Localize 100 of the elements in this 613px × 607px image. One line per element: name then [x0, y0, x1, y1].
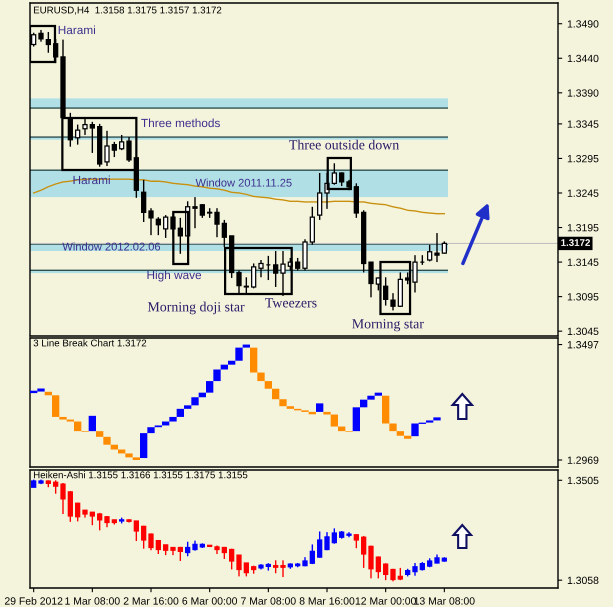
y-tick-label: 1.2969 [568, 456, 598, 464]
x-tick-label: 29 Feb 2012 [4, 597, 62, 605]
bar [184, 405, 192, 409]
candlestick [60, 482, 66, 515]
candlestick [339, 172, 344, 187]
y-tick-label: 1.3295 [568, 154, 598, 162]
y-tick-label: 1.3440 [568, 54, 598, 62]
bar [228, 360, 236, 365]
ref-line-label: 1.3172 [561, 239, 590, 246]
candlestick [185, 541, 190, 557]
candlestick [368, 544, 374, 580]
annotation: Morning doji star [148, 302, 245, 314]
bar [125, 453, 133, 458]
candlestick [156, 539, 161, 555]
candlestick [229, 548, 234, 570]
candlestick [376, 556, 381, 580]
candlestick [324, 531, 330, 551]
candlestick [383, 562, 388, 581]
candlestick [390, 292, 396, 312]
bar [242, 344, 250, 348]
bar [88, 416, 96, 432]
bar [389, 423, 397, 432]
y-tick-label: 1.3195 [568, 224, 598, 232]
band-label: Window 2011.11.25 [196, 178, 292, 187]
bar [426, 420, 434, 423]
bar [235, 348, 243, 361]
bar [132, 457, 140, 460]
candlestick [317, 530, 322, 559]
candlestick [398, 567, 403, 581]
bar [396, 431, 404, 436]
bar [59, 416, 67, 420]
candlestick [302, 556, 308, 568]
candlestick [163, 214, 168, 239]
y-tick-label: 1.3045 [568, 328, 598, 336]
annotation: Three methods [141, 118, 220, 128]
candlestick [192, 540, 198, 552]
bar [206, 381, 214, 393]
candlestick [251, 262, 256, 290]
annotation: Harami [58, 26, 95, 34]
y-tick-label: 1.3497 [568, 341, 598, 348]
y-tick-label: 1.3145 [568, 258, 598, 266]
x-tick-label: 8 Mar 16:00 [300, 597, 354, 605]
candlestick [97, 512, 102, 532]
bar [257, 372, 265, 382]
chart-title: 3 Line Break Chart 1.3172 [34, 339, 146, 346]
candlestick [222, 546, 227, 560]
bar [374, 392, 382, 396]
y-tick-label: 1.3505 [568, 476, 598, 484]
candlestick [442, 240, 447, 254]
bar [360, 400, 368, 408]
y-tick-label: 1.3390 [568, 89, 598, 97]
chart-title: Heiken-Ashi 1.3155 1.3166 1.3155 1.3175 1.3155 [34, 471, 248, 478]
candlestick [383, 276, 388, 306]
candlestick [295, 257, 300, 272]
bar [44, 392, 52, 396]
bar [110, 444, 118, 450]
band-label: Window 2012.02.06 [62, 242, 160, 251]
candlestick [53, 480, 58, 494]
candlestick [119, 134, 124, 151]
bar [74, 422, 82, 432]
bar [198, 392, 206, 398]
candlestick [148, 207, 154, 236]
bar [103, 436, 111, 445]
candlestick [280, 560, 286, 578]
candlestick [163, 544, 168, 556]
bar [367, 396, 375, 400]
bar [308, 412, 316, 414]
bar [404, 436, 412, 439]
y-tick-label: 1.3345 [568, 120, 598, 128]
x-tick-label: 13 Mar 08:00 [414, 597, 475, 605]
bar [191, 397, 199, 406]
candlestick [317, 172, 322, 221]
bar [338, 426, 346, 432]
bar [382, 396, 390, 424]
candlestick [148, 532, 154, 551]
bar [147, 427, 155, 434]
candlestick [273, 250, 278, 288]
candlestick [141, 524, 146, 550]
candlestick [244, 562, 249, 578]
bar [316, 403, 324, 412]
annotation: Tweezers [265, 298, 317, 308]
bar [352, 407, 360, 432]
bar [213, 369, 221, 382]
y-tick-label: 1.3095 [568, 293, 598, 300]
bar [279, 399, 287, 406]
bar [433, 417, 441, 420]
bar [264, 381, 272, 389]
bar [250, 348, 258, 373]
candlestick [390, 568, 396, 582]
candlestick [236, 554, 242, 578]
candlestick [192, 196, 198, 229]
x-tick-label: 1 Mar 08:00 [65, 597, 120, 605]
candlestick [427, 244, 432, 262]
candlestick [104, 130, 110, 167]
candlestick [332, 528, 337, 544]
bar [176, 408, 184, 417]
x-tick-label: 2 Mar 16:00 [124, 597, 178, 605]
candlestick [134, 520, 139, 542]
bar [96, 431, 104, 437]
candlestick [112, 141, 117, 158]
